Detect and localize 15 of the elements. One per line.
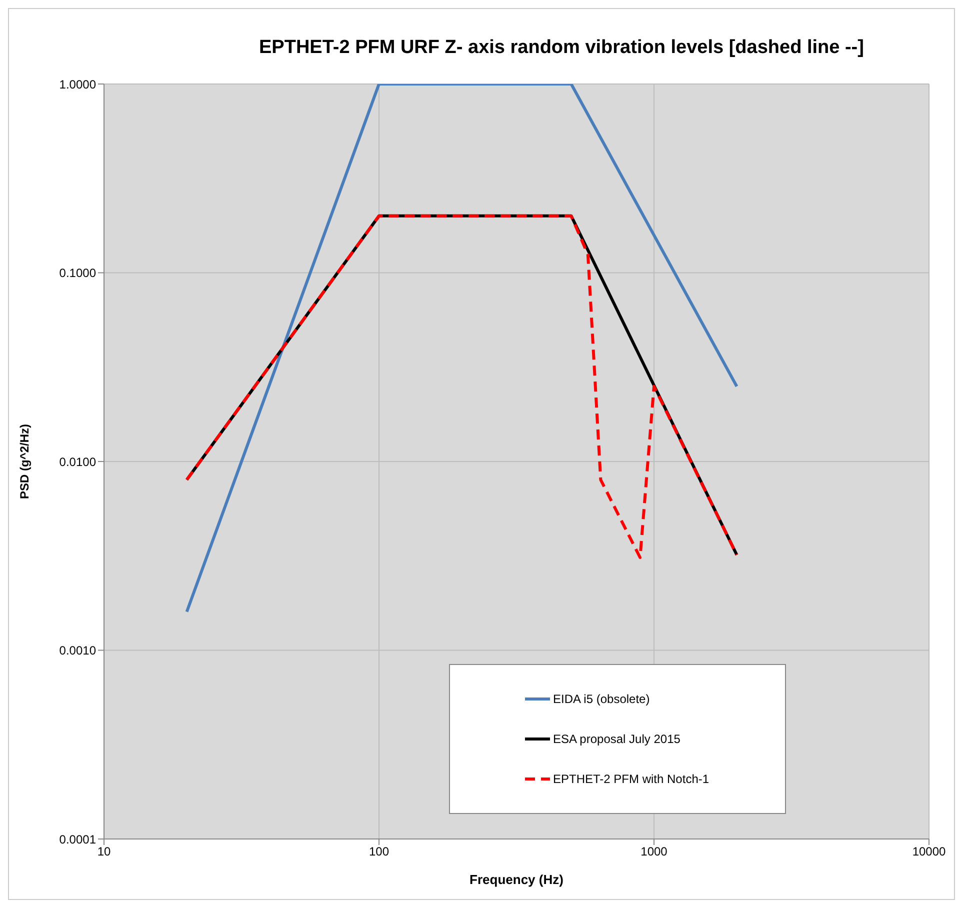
y-axis-title: PSD (g^2/Hz) xyxy=(17,424,32,500)
x-tick-label: 10000 xyxy=(912,844,946,859)
y-tick-label: 0.1000 xyxy=(59,266,96,280)
y-tick-label: 0.0001 xyxy=(59,832,96,846)
x-tick-label: 10 xyxy=(97,844,111,859)
x-axis-title: Frequency (Hz) xyxy=(470,872,564,887)
chart-title: EPTHET-2 PFM URF Z- axis random vibration levels [dashed line --] xyxy=(259,37,864,59)
y-tick-label: 0.0010 xyxy=(59,644,96,658)
y-tick-label: 1.0000 xyxy=(59,77,96,92)
x-tick-label: 100 xyxy=(368,844,390,859)
x-tick-label: 1000 xyxy=(640,844,668,859)
legend-label: EIDA i5 (obsolete) xyxy=(553,692,650,706)
legend-label: EPTHET-2 PFM with Notch-1 xyxy=(553,772,710,786)
y-tick-label: 0.0100 xyxy=(59,454,96,469)
legend-label: ESA proposal July 2015 xyxy=(553,732,680,746)
